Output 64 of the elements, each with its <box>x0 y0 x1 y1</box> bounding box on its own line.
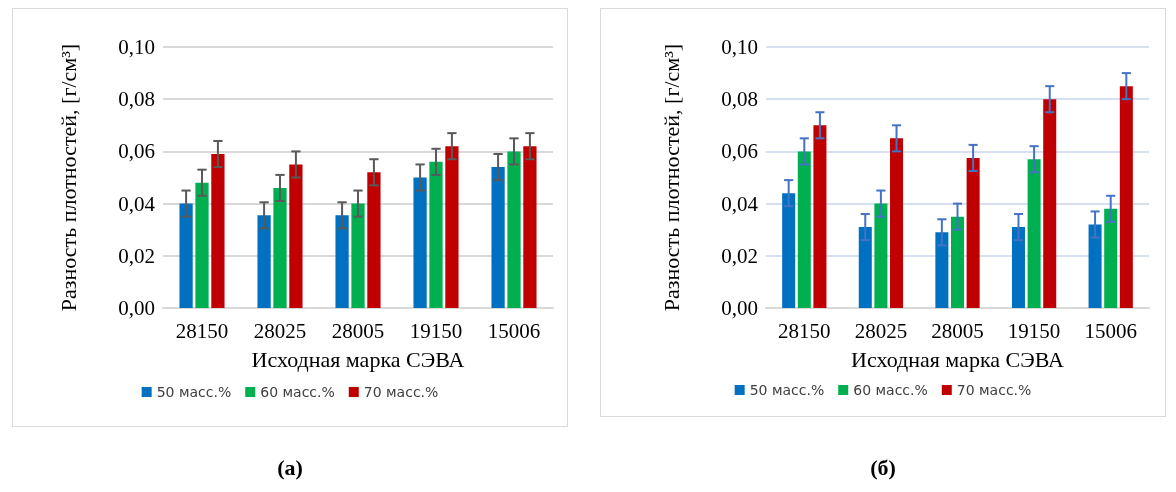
x-tick-label: 28005 <box>331 318 385 343</box>
bar <box>367 172 381 308</box>
bar <box>1043 99 1057 308</box>
x-tick-label: 15006 <box>487 318 541 343</box>
y-axis-title: Разность плотностей, [г/см³] <box>55 43 81 312</box>
bar <box>1104 208 1118 308</box>
y-tick-label: 0,10 <box>721 35 758 59</box>
y-axis-title: Разность плотностей, [г/см³] <box>658 43 684 312</box>
y-tick-label: 0,04 <box>721 191 759 216</box>
y-tick-label: 0,08 <box>721 87 758 112</box>
x-tick-label: 28025 <box>854 318 908 343</box>
bar <box>257 215 271 308</box>
bar <box>195 182 209 308</box>
bar <box>966 157 980 308</box>
x-tick-label: 19150 <box>1007 318 1061 343</box>
y-tick-label: 0,04 <box>118 191 156 216</box>
bar <box>1027 159 1041 308</box>
bar <box>1119 86 1133 308</box>
bar <box>273 187 287 308</box>
x-tick-label: 28150 <box>175 318 229 343</box>
x-tick-label: 15006 <box>1084 318 1137 343</box>
bar <box>351 203 365 308</box>
legend-label: 60 масс.% <box>853 382 928 398</box>
legend-label: 50 масс.% <box>749 382 825 398</box>
legend-label: 70 масс.% <box>956 382 1032 398</box>
bar <box>797 151 811 308</box>
y-tick-label: 0,02 <box>118 243 155 268</box>
bar <box>523 146 537 308</box>
bar <box>413 177 427 308</box>
legend-label: 60 масс.% <box>260 384 335 400</box>
bar <box>429 161 443 308</box>
bar <box>211 154 225 308</box>
y-tick-label: 0,00 <box>118 296 155 320</box>
legend-label: 50 масс.% <box>156 384 232 400</box>
bar <box>491 167 505 308</box>
y-tick-label: 0,00 <box>721 296 758 320</box>
bar <box>813 125 827 308</box>
x-tick-label: 28150 <box>778 318 831 343</box>
bar <box>1011 227 1025 308</box>
bar <box>890 138 904 308</box>
x-tick-label: 28025 <box>253 318 307 343</box>
x-tick-label: 19150 <box>409 318 463 343</box>
text: (а) <box>276 455 304 481</box>
bar <box>935 232 949 308</box>
bar <box>782 193 796 308</box>
bar <box>858 227 872 308</box>
y-tick-label: 0,06 <box>118 139 155 164</box>
bar <box>335 215 349 308</box>
y-tick-label: 0,08 <box>118 87 155 112</box>
x-tick-label: 28005 <box>931 318 984 343</box>
bar <box>179 203 193 308</box>
bar <box>950 216 965 308</box>
y-tick-label: 0,02 <box>721 243 758 268</box>
bar <box>874 203 888 308</box>
bar <box>289 164 303 308</box>
bar <box>1088 224 1102 308</box>
legend-label: 70 масс.% <box>363 384 439 400</box>
x-axis-title: Исходная марка СЭВА <box>851 346 1064 372</box>
bar <box>507 151 521 308</box>
y-tick-label: 0,10 <box>118 35 155 59</box>
y-tick-label: 0,06 <box>721 139 758 164</box>
x-axis-title: Исходная марка СЭВА <box>251 346 465 372</box>
text: (б) <box>869 455 897 481</box>
bar <box>445 146 459 308</box>
